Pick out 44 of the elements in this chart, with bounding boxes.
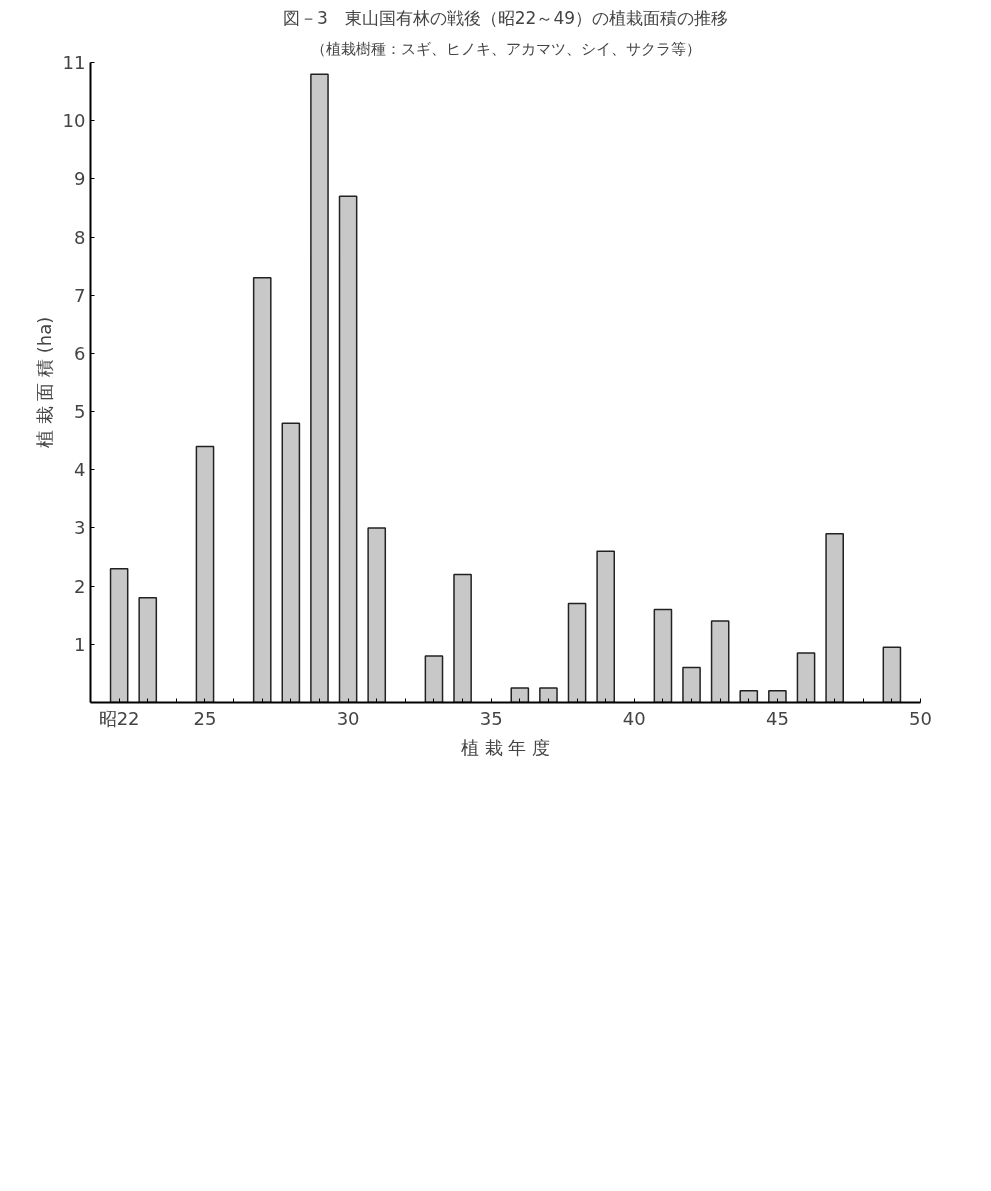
bar [138, 597, 158, 703]
bar [310, 73, 329, 703]
y-tick-label: 11 [62, 52, 86, 73]
bar [739, 690, 759, 703]
x-tick-label: 昭22 [98, 707, 140, 729]
bar [796, 652, 816, 703]
x-tick-label: 50 [909, 707, 932, 729]
y-tick-label: 6 [74, 342, 86, 364]
x-tick-label: 45 [765, 707, 789, 729]
chart-subtitle: （植栽樹種：スギ、ヒノキ、アカマツ、シイ、サクラ等） [310, 39, 701, 58]
y-tick-label: 5 [74, 401, 86, 423]
bar [596, 550, 616, 703]
bar [510, 687, 530, 703]
bar [338, 195, 358, 703]
x-tick-label: 30 [336, 707, 360, 729]
bar [710, 620, 730, 703]
bar [567, 602, 587, 703]
y-tick-label: 10 [62, 110, 86, 132]
y-tick-label: 2 [74, 575, 86, 597]
x-tick-label: 35 [479, 707, 503, 729]
y-axis-title: 植 栽 面 積 (ha) [33, 316, 55, 449]
x-axis-title: 植 栽 年 度 [460, 736, 551, 758]
bar [682, 666, 701, 703]
bar [367, 527, 387, 703]
bar [109, 567, 129, 703]
y-tick-label: 3 [74, 517, 86, 539]
x-tick-label: 40 [622, 707, 646, 729]
y-tick-label: 7 [74, 284, 86, 306]
y-tick-label: 9 [74, 168, 86, 190]
bar [653, 608, 673, 703]
chart-title: 図－3 東山国有林の戦後（昭22～49）の植栽面積の推移 [282, 7, 729, 28]
bar [281, 422, 301, 703]
bar [539, 687, 558, 703]
y-tick-label: 1 [74, 633, 86, 655]
x-tick-label: 25 [193, 707, 217, 729]
bar [882, 646, 902, 703]
bar [768, 690, 787, 703]
bar [424, 655, 444, 703]
bar [825, 533, 844, 703]
y-tick-label: 8 [74, 226, 86, 248]
bar [453, 573, 472, 703]
bar [195, 445, 215, 703]
y-tick-label: 4 [74, 459, 86, 481]
bar [252, 277, 272, 703]
